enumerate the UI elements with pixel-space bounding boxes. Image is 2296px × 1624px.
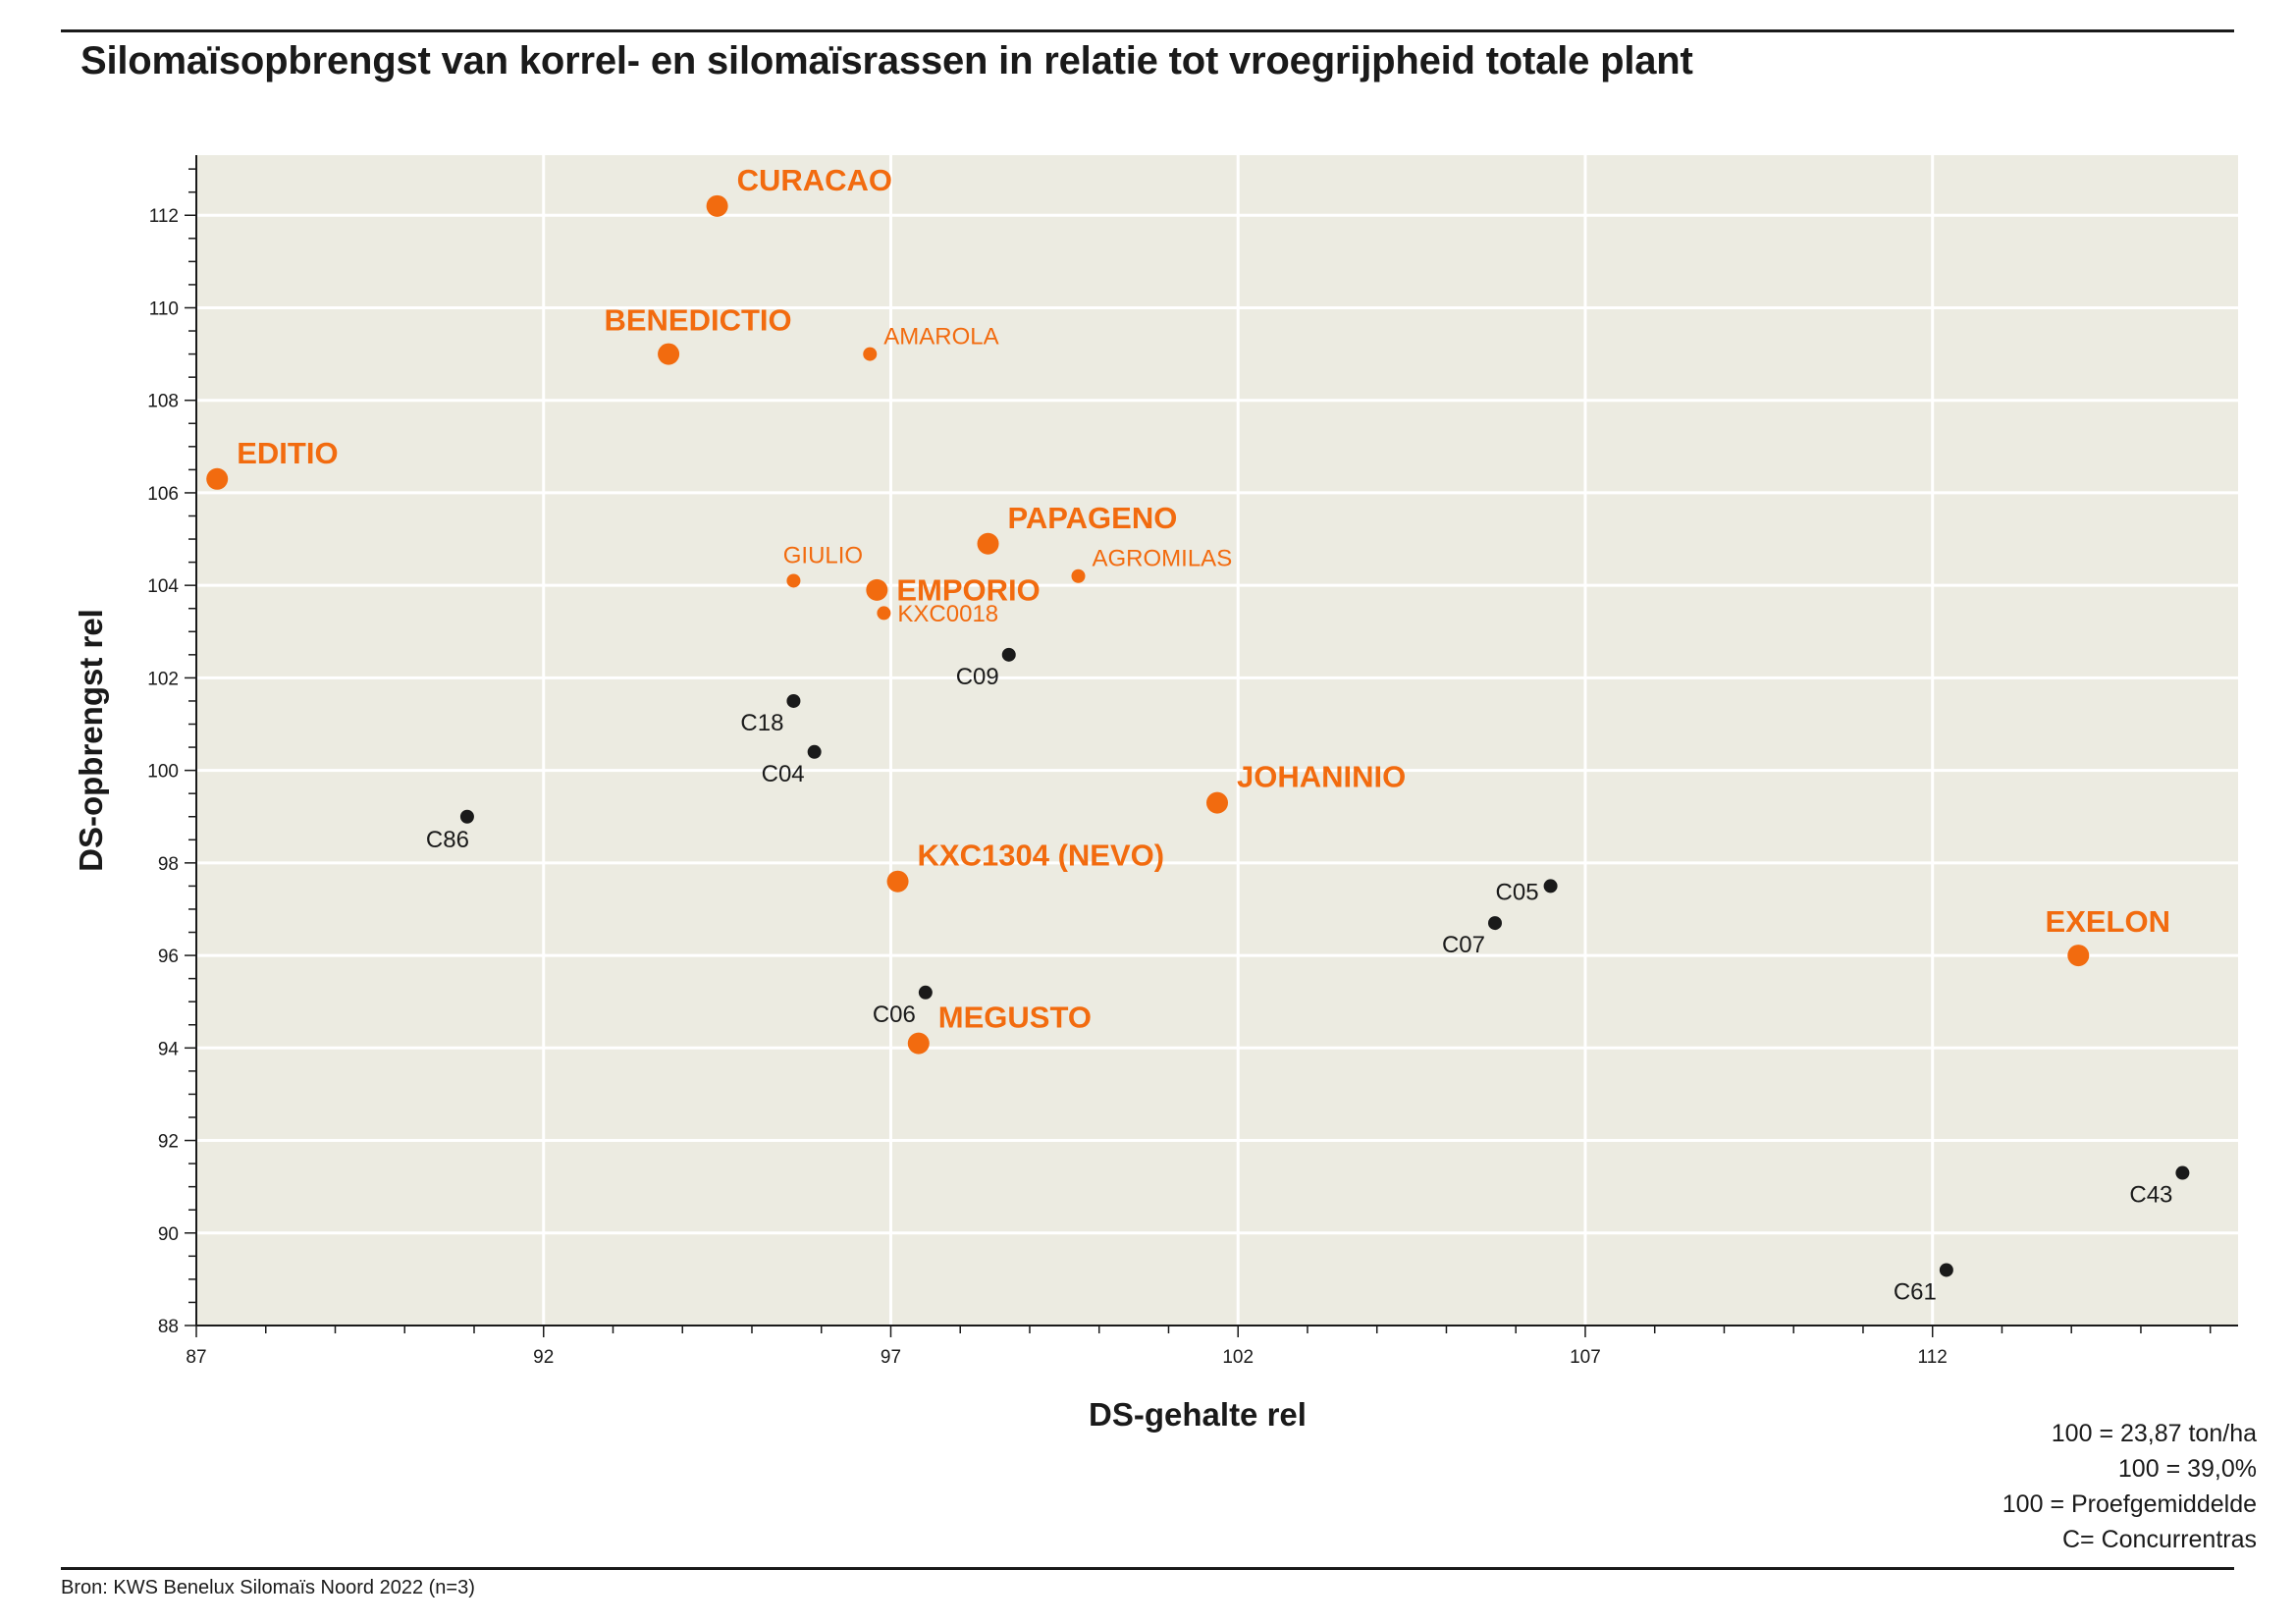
y-tick-label: 110 bbox=[149, 298, 179, 319]
point-editio bbox=[206, 467, 229, 490]
point-label-emporio: EMPORIO bbox=[896, 573, 1040, 608]
point-label-kxc1304-nevo: KXC1304 (NEVO) bbox=[918, 839, 1165, 873]
source-note: Bron: KWS Benelux Silomaïs Noord 2022 (n… bbox=[61, 1577, 475, 1598]
point-papageno bbox=[977, 532, 999, 555]
point-label-c43: C43 bbox=[2129, 1182, 2172, 1209]
point-c09 bbox=[1001, 647, 1016, 662]
y-tick-label: 108 bbox=[147, 392, 179, 412]
y-axis-label: DS-opbrengst rel bbox=[73, 609, 109, 872]
point-c86 bbox=[459, 809, 474, 824]
y-tick-label: 88 bbox=[158, 1317, 179, 1337]
reference-notes: 100 = 23,87 ton/ha 100 = 39,0% 100 = Pro… bbox=[2002, 1416, 2257, 1557]
point-label-c04: C04 bbox=[762, 761, 805, 787]
point-agromilas bbox=[1071, 568, 1086, 583]
y-tick-label: 96 bbox=[158, 947, 179, 967]
point-exelon bbox=[2067, 945, 2090, 967]
note-yield-reference: 100 = 23,87 ton/ha bbox=[2051, 1420, 2257, 1447]
point-megusto bbox=[907, 1032, 930, 1055]
x-tick-label: 87 bbox=[186, 1347, 206, 1368]
point-label-megusto: MEGUSTO bbox=[938, 1001, 1092, 1035]
point-johaninio bbox=[1206, 791, 1228, 814]
point-c07 bbox=[1487, 916, 1502, 931]
bottom-rule bbox=[61, 1567, 2234, 1570]
point-c06 bbox=[918, 985, 933, 1000]
chart-title: Silomaïsopbrengst van korrel- en silomaï… bbox=[80, 39, 1693, 82]
y-tick-label: 100 bbox=[147, 762, 179, 783]
y-tick-label: 102 bbox=[147, 669, 179, 689]
point-label-c07: C07 bbox=[1442, 932, 1485, 958]
y-tick-label: 92 bbox=[158, 1132, 179, 1153]
point-label-giulio: GIULIO bbox=[783, 542, 863, 568]
point-label-exelon: EXELON bbox=[2046, 904, 2170, 939]
x-tick-label: 112 bbox=[1918, 1347, 1948, 1368]
point-label-benedictio: BENEDICTIO bbox=[604, 303, 791, 338]
y-tick-label: 98 bbox=[158, 854, 179, 875]
point-label-c86: C86 bbox=[426, 827, 469, 853]
point-c04 bbox=[807, 744, 822, 759]
point-emporio bbox=[866, 578, 888, 601]
point-label-c61: C61 bbox=[1894, 1278, 1937, 1305]
point-curacao bbox=[706, 194, 728, 217]
y-tick-label: 104 bbox=[147, 576, 179, 597]
point-label-c09: C09 bbox=[956, 664, 999, 690]
point-label-johaninio: JOHANINIO bbox=[1237, 760, 1406, 794]
y-tick-label: 94 bbox=[158, 1039, 180, 1059]
point-c61 bbox=[1939, 1263, 1953, 1277]
top-rule bbox=[61, 29, 2234, 32]
point-giulio bbox=[786, 573, 801, 588]
point-c05 bbox=[1543, 879, 1558, 893]
plot-area bbox=[196, 155, 2238, 1326]
point-label-kxc0018: KXC0018 bbox=[897, 601, 998, 627]
point-benedictio bbox=[658, 343, 680, 365]
note-trial-average: 100 = Proefgemiddelde bbox=[2002, 1490, 2257, 1518]
note-competitor-legend: C= Concurrentras bbox=[2062, 1526, 2257, 1553]
point-label-agromilas: AGROMILAS bbox=[1093, 546, 1233, 572]
point-amarola bbox=[863, 347, 878, 361]
x-tick-label: 92 bbox=[533, 1347, 554, 1368]
point-label-c18: C18 bbox=[740, 710, 783, 736]
point-c43 bbox=[2175, 1165, 2190, 1180]
x-tick-label: 107 bbox=[1570, 1347, 1601, 1368]
x-tick-label: 102 bbox=[1222, 1347, 1254, 1368]
point-label-c05: C05 bbox=[1496, 879, 1539, 905]
note-dm-reference: 100 = 39,0% bbox=[2117, 1455, 2257, 1483]
y-tick-label: 106 bbox=[147, 484, 179, 505]
y-tick-label: 112 bbox=[149, 206, 179, 227]
point-label-amarola: AMAROLA bbox=[883, 324, 998, 351]
x-axis-label: DS-gehalte rel bbox=[1089, 1396, 1307, 1433]
y-tick-label: 90 bbox=[158, 1224, 179, 1245]
point-label-editio: EDITIO bbox=[237, 436, 338, 470]
x-tick-label: 97 bbox=[881, 1347, 901, 1368]
point-kxc1304-nevo bbox=[886, 870, 909, 893]
point-label-papageno: PAPAGENO bbox=[1008, 501, 1178, 535]
point-label-curacao: CURACAO bbox=[737, 163, 892, 197]
point-label-c06: C06 bbox=[873, 1001, 916, 1028]
point-c18 bbox=[786, 693, 801, 708]
point-kxc0018 bbox=[877, 606, 891, 621]
